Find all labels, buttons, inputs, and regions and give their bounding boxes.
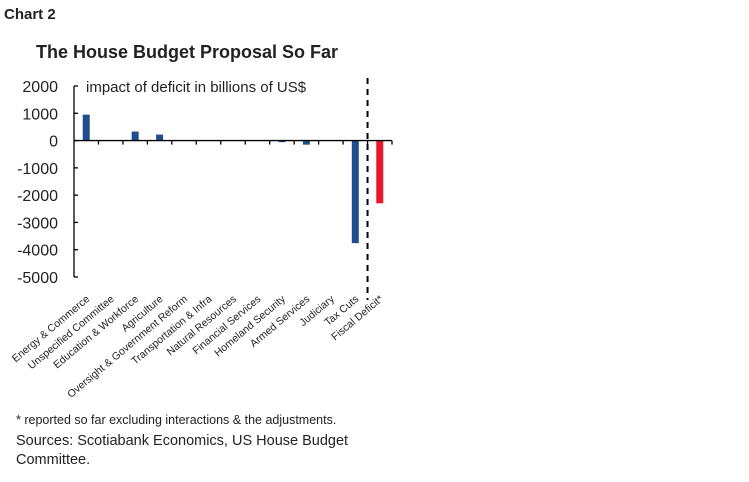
bar xyxy=(82,114,90,141)
footnote: * reported so far excluding interactions… xyxy=(16,413,337,427)
y-tick-label: -4000 xyxy=(17,243,58,260)
bar xyxy=(351,140,359,244)
bar xyxy=(278,140,286,143)
bar xyxy=(131,131,139,141)
chart-title: The House Budget Proposal So Far xyxy=(36,42,339,62)
source-note: Sources: Scotiabank Economics, US House … xyxy=(16,433,349,468)
y-tick-label: 0 xyxy=(49,134,58,151)
y-tick-label: -3000 xyxy=(17,215,58,232)
y-tick-label: -1000 xyxy=(17,161,58,178)
y-tick-label: 1000 xyxy=(22,106,58,123)
bar xyxy=(302,140,310,145)
chart-label: Chart 2 xyxy=(4,6,56,23)
y-tick-label: 2000 xyxy=(22,79,58,96)
axis-annotation: impact of deficit in billions of US$ xyxy=(86,79,307,96)
bar xyxy=(376,140,384,204)
bar xyxy=(156,134,164,141)
y-tick-label: -2000 xyxy=(17,188,58,205)
y-tick-label: -5000 xyxy=(17,270,58,287)
